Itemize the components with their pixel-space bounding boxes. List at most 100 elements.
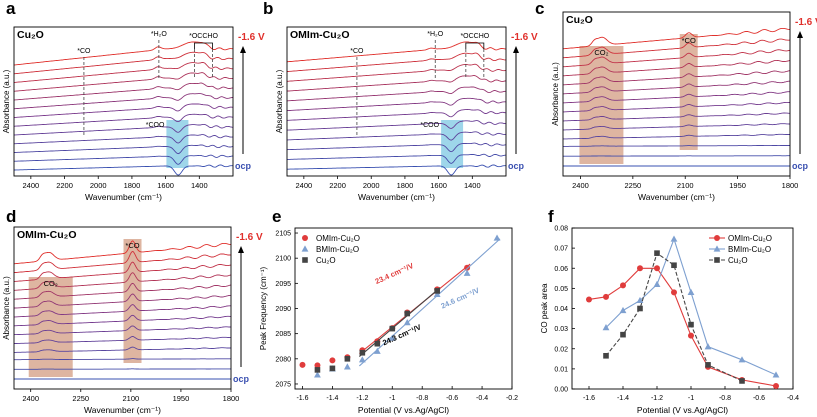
spectrum-curve	[14, 346, 231, 353]
y-axis-label: CO peak area	[540, 283, 549, 333]
x-tick-label: 2400	[572, 181, 589, 190]
panel-f: f -1.6 -1.4 -1.2 -1 -0.8 -0.6 -0.4 0.00 0.01 0.02 0…	[540, 207, 799, 415]
x-tick-label: -1.2	[356, 395, 368, 402]
co2-band	[28, 277, 73, 377]
ocp-label: ocp	[792, 161, 809, 171]
data-point	[343, 363, 351, 370]
x-tick-label: 2000	[363, 181, 380, 190]
y-tick-label: 0.04	[554, 306, 568, 313]
x-axis-label: Wavenumber (cm⁻¹)	[638, 192, 715, 202]
axes-frame	[286, 26, 507, 177]
spectrum-curve	[14, 314, 232, 327]
data-point	[403, 318, 411, 326]
y-tick-label: 0.07	[554, 246, 568, 253]
x-tick-label: 2400	[296, 181, 313, 190]
data-point	[374, 340, 381, 347]
fit-line	[358, 287, 441, 357]
spectrum-curve	[13, 82, 234, 101]
spectrum-curve	[14, 368, 231, 370]
annotation-co2: CO₂	[44, 279, 58, 288]
data-point	[434, 288, 440, 294]
panel-title: Cu₂O	[17, 29, 44, 41]
data-point	[314, 362, 321, 369]
panel-b: b 2400 2200 2000 1800 1600 1400 Wavenumber (cm⁻…	[263, 0, 538, 202]
y-tick-label: 2085	[275, 331, 291, 338]
spectrum-curve	[286, 41, 507, 63]
axes-frame	[13, 26, 234, 177]
x-tick-label: 1800	[397, 181, 414, 190]
panel-letter-e: e	[272, 207, 281, 226]
annotation-h2o: *H₂O	[151, 31, 167, 38]
data-point	[654, 250, 660, 256]
ocp-label: ocp	[233, 374, 250, 384]
data-point	[739, 378, 745, 384]
legend-item: BMIm-Cu₂O	[709, 245, 771, 254]
legend-item: BMIm-Cu₂O	[301, 245, 359, 254]
spectrum-curve	[286, 109, 507, 121]
series-1	[314, 234, 501, 378]
spectrum-curve	[562, 91, 791, 104]
spectrum-curve	[14, 336, 231, 344]
panel-a: a 2400 2200 2000 1800 1600 1400 Wavenumber (cm⁻…	[2, 0, 265, 202]
y-tick-label: 2105	[275, 231, 291, 238]
spectrum-curve	[13, 251, 232, 274]
x-tick-label: -0.4	[787, 395, 799, 402]
y-tick-label: 0.05	[554, 286, 568, 293]
data-point	[329, 365, 336, 372]
data-point	[329, 357, 336, 364]
ocp-label: ocp	[235, 161, 252, 171]
x-tick-label: -0.8	[416, 395, 428, 402]
x-tick-label: -1.4	[617, 395, 629, 402]
x-tick-label: -1	[688, 395, 694, 402]
data-point	[463, 269, 471, 276]
spectrum-curve	[562, 27, 791, 50]
spectrum-curve	[287, 164, 506, 176]
annotation-co2: CO₂	[594, 48, 608, 57]
y-axis-label: Absorbance (a.u.)	[551, 62, 560, 126]
data-point	[713, 245, 721, 252]
y-axis-label: Absorbance (a.u.)	[2, 276, 11, 340]
spectrum-curve	[563, 123, 790, 131]
data-point	[714, 235, 720, 241]
data-point	[738, 356, 746, 363]
annotation-co: *CO	[682, 36, 696, 45]
x-tick-label: -0.2	[506, 395, 518, 402]
panel-d: d 2400 2250 2100 1950 1800 Wavenumber (cm⁻¹) Ab…	[2, 207, 263, 415]
spectrum-curve	[13, 72, 234, 92]
legend-label: BMIm-Cu₂O	[728, 245, 771, 254]
data-point	[636, 296, 644, 304]
x-tick-label: -0.6	[446, 395, 458, 402]
data-point	[358, 356, 366, 363]
legend-item: Cu₂O	[302, 256, 336, 265]
x-tick-label: -0.8	[719, 395, 731, 402]
x-tick-label: 1800	[124, 181, 141, 190]
arrow-head-icon	[513, 46, 519, 53]
arrow-head-icon	[797, 31, 803, 38]
spectrum-curve	[563, 59, 791, 77]
data-point	[773, 382, 779, 389]
x-tick-label: 1400	[464, 181, 481, 190]
spectrum-curve	[562, 49, 791, 68]
spectrum-curve	[13, 154, 234, 165]
spectrum-curve	[14, 358, 231, 361]
spectrum-curve	[14, 282, 232, 300]
legend-label: Cu₂O	[728, 256, 748, 265]
data-point	[602, 324, 610, 331]
spectrum-curve	[563, 133, 790, 140]
spectrum-curve	[287, 63, 507, 82]
data-point	[301, 245, 309, 252]
spectrum-curve	[286, 142, 507, 153]
x-tick-label: 1950	[729, 181, 746, 190]
data-point	[302, 235, 308, 241]
y-tick-label: 2075	[275, 381, 291, 388]
slope-label: 24.3 cm⁻¹/V	[381, 322, 422, 347]
arrow-head-icon	[238, 246, 244, 253]
legend-label: OMIm-Cu₂O	[316, 234, 360, 243]
data-point	[704, 343, 712, 350]
fit-line	[358, 238, 501, 367]
data-point	[314, 371, 321, 378]
panel-letter-d: d	[6, 207, 16, 226]
data-point	[637, 265, 643, 272]
data-point	[705, 362, 711, 368]
data-point	[714, 257, 720, 263]
